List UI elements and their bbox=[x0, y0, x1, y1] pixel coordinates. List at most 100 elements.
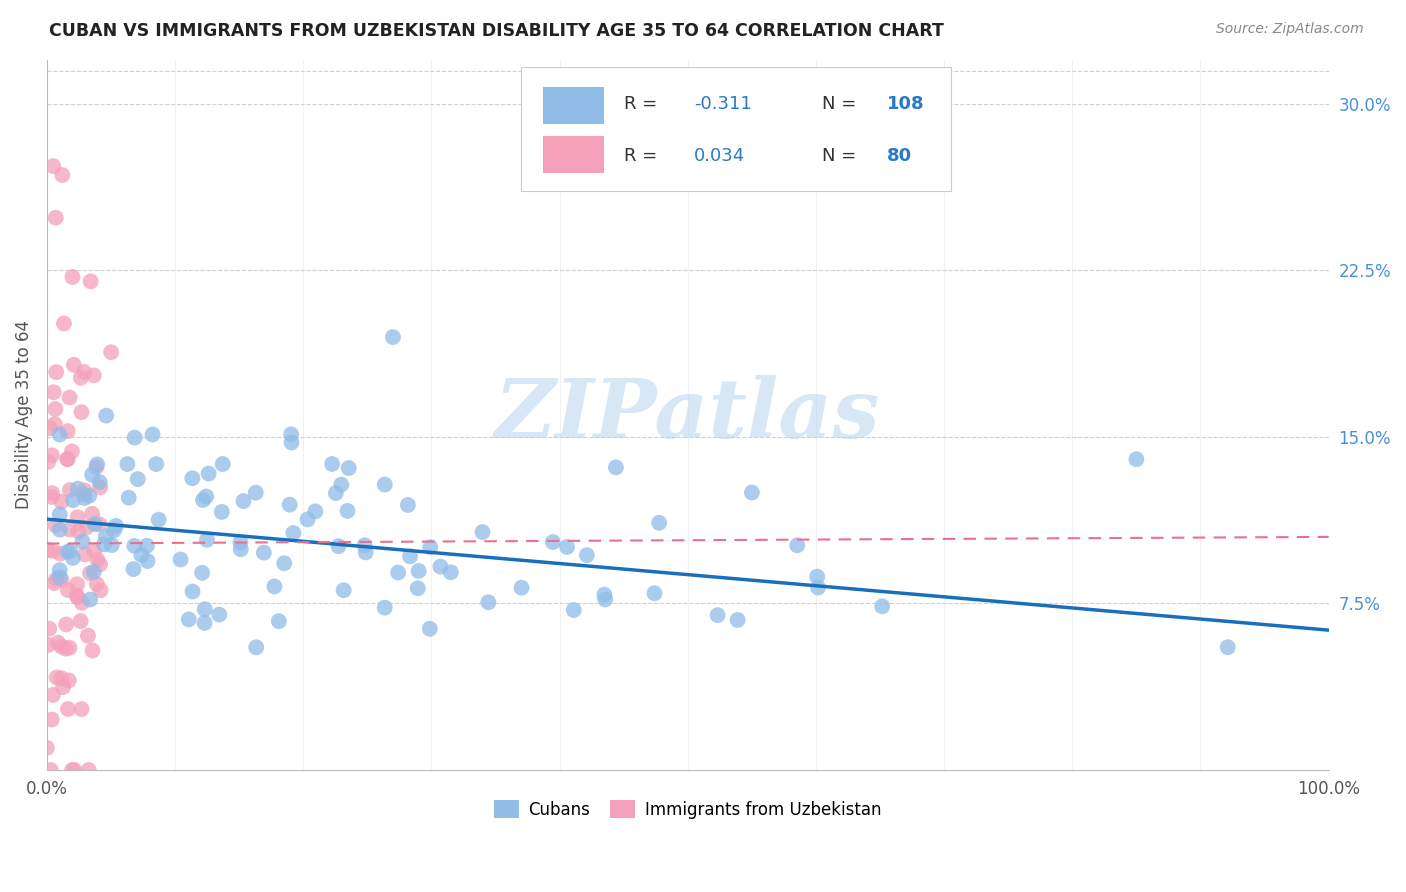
Point bbox=[177, 612, 200, 626]
Point bbox=[336, 504, 359, 518]
Point bbox=[77, 489, 100, 503]
Point bbox=[56, 452, 79, 467]
Point bbox=[208, 607, 231, 622]
Point bbox=[44, 417, 66, 431]
Point bbox=[69, 371, 91, 385]
Point bbox=[374, 600, 396, 615]
Text: R =: R = bbox=[624, 95, 662, 113]
Point bbox=[60, 763, 83, 777]
Point bbox=[56, 582, 79, 597]
Point bbox=[169, 552, 191, 566]
Point bbox=[562, 603, 585, 617]
Point bbox=[66, 588, 89, 602]
Point bbox=[73, 548, 96, 562]
Point bbox=[103, 524, 125, 538]
Point bbox=[56, 545, 79, 559]
Point bbox=[648, 516, 671, 530]
Point bbox=[59, 543, 82, 558]
Point bbox=[100, 538, 122, 552]
Point bbox=[72, 534, 94, 549]
Point bbox=[142, 427, 165, 442]
Point bbox=[73, 487, 96, 501]
Point bbox=[82, 643, 104, 657]
Point bbox=[870, 599, 893, 614]
Point bbox=[96, 409, 118, 423]
Point bbox=[46, 636, 69, 650]
Point bbox=[59, 483, 82, 497]
Point bbox=[321, 457, 343, 471]
Point bbox=[58, 673, 80, 688]
FancyBboxPatch shape bbox=[543, 87, 605, 123]
Point bbox=[41, 448, 63, 462]
Point bbox=[42, 385, 65, 400]
Point bbox=[45, 365, 67, 379]
Point bbox=[90, 583, 112, 598]
Point bbox=[56, 702, 79, 716]
Point bbox=[35, 740, 58, 755]
Point bbox=[51, 671, 73, 685]
Point bbox=[122, 562, 145, 576]
Point bbox=[229, 535, 252, 549]
Text: CUBAN VS IMMIGRANTS FROM UZBEKISTAN DISABILITY AGE 35 TO 64 CORRELATION CHART: CUBAN VS IMMIGRANTS FROM UZBEKISTAN DISA… bbox=[49, 22, 943, 40]
Point bbox=[56, 424, 79, 438]
Point bbox=[44, 402, 66, 417]
Point bbox=[117, 457, 139, 471]
Point bbox=[44, 518, 66, 533]
Point bbox=[245, 485, 267, 500]
Point bbox=[37, 638, 59, 652]
Point bbox=[325, 486, 347, 500]
Point bbox=[45, 572, 67, 586]
Point bbox=[69, 614, 91, 628]
Point bbox=[330, 477, 353, 491]
Point bbox=[48, 570, 70, 584]
Point bbox=[75, 520, 97, 534]
Point bbox=[67, 524, 90, 539]
Point bbox=[253, 546, 276, 560]
Point bbox=[39, 421, 62, 435]
Text: 0.034: 0.034 bbox=[695, 146, 745, 164]
Text: Source: ZipAtlas.com: Source: ZipAtlas.com bbox=[1216, 22, 1364, 37]
Point bbox=[83, 544, 105, 558]
Point bbox=[79, 274, 101, 288]
Point bbox=[148, 513, 170, 527]
Point bbox=[66, 482, 89, 496]
Point bbox=[408, 564, 430, 578]
Point bbox=[42, 159, 65, 173]
Point bbox=[62, 493, 84, 508]
Point bbox=[593, 588, 616, 602]
Point bbox=[124, 539, 146, 553]
Point bbox=[62, 550, 84, 565]
Point bbox=[419, 622, 441, 636]
Text: 80: 80 bbox=[886, 146, 911, 164]
FancyBboxPatch shape bbox=[543, 136, 605, 173]
Point bbox=[48, 508, 70, 522]
Point bbox=[55, 641, 77, 656]
Point bbox=[541, 535, 564, 549]
Point bbox=[396, 498, 419, 512]
Point bbox=[48, 523, 70, 537]
Point bbox=[86, 458, 108, 472]
Point bbox=[328, 539, 350, 553]
Point bbox=[332, 583, 354, 598]
Point bbox=[42, 688, 65, 702]
Point bbox=[86, 460, 108, 475]
Point bbox=[145, 457, 167, 471]
Point bbox=[374, 477, 396, 491]
Point bbox=[807, 581, 830, 595]
Point bbox=[83, 368, 105, 383]
Point bbox=[555, 540, 578, 554]
Point bbox=[39, 763, 62, 777]
Point bbox=[45, 211, 67, 225]
Point bbox=[93, 537, 115, 551]
Point bbox=[89, 480, 111, 494]
Point bbox=[297, 512, 319, 526]
Point bbox=[94, 529, 117, 543]
Text: N =: N = bbox=[823, 95, 862, 113]
Point bbox=[181, 584, 204, 599]
Point bbox=[304, 504, 326, 518]
Point bbox=[41, 544, 63, 558]
Point bbox=[706, 608, 728, 623]
Point bbox=[399, 549, 422, 564]
Point bbox=[131, 548, 153, 562]
Point bbox=[727, 613, 749, 627]
